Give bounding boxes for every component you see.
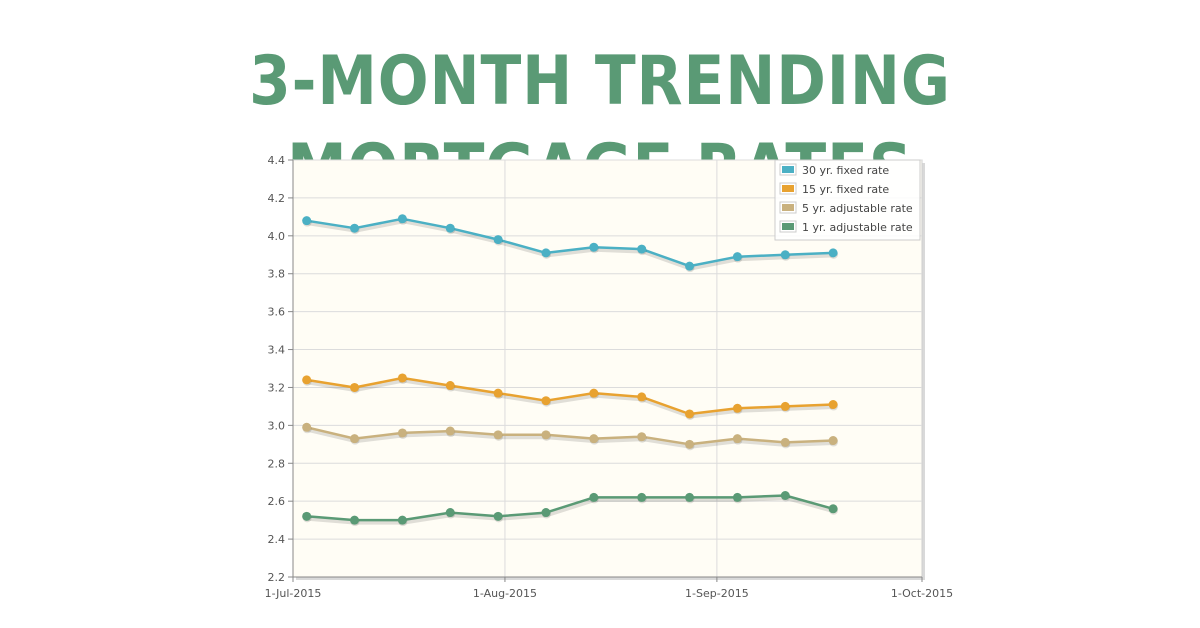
data-point	[350, 515, 360, 525]
data-point	[350, 382, 360, 392]
x-tick-label: 1-Aug-2015	[473, 587, 537, 600]
legend-swatch	[782, 223, 794, 230]
data-point	[302, 422, 312, 432]
data-point	[493, 511, 503, 521]
data-point	[493, 430, 503, 440]
y-tick-label: 4.2	[268, 192, 286, 205]
data-point	[589, 242, 599, 252]
y-tick-label: 4.0	[268, 230, 286, 243]
data-point	[493, 235, 503, 245]
series-line	[306, 217, 834, 268]
data-point	[637, 492, 647, 502]
legend-label: 1 yr. adjustable rate	[802, 221, 913, 234]
legend-swatch	[782, 185, 794, 192]
x-tick-label: 1-Oct-2015	[891, 587, 953, 600]
data-point	[685, 409, 695, 419]
data-point	[350, 434, 360, 444]
legend-swatch	[782, 166, 794, 173]
series-shadow	[307, 218, 835, 271]
data-point	[445, 508, 455, 518]
data-point	[685, 261, 695, 271]
data-point	[445, 223, 455, 233]
series-line	[306, 494, 834, 522]
data-point	[685, 439, 695, 449]
data-point	[732, 252, 742, 262]
data-point	[397, 214, 407, 224]
data-point	[780, 401, 790, 411]
data-point	[541, 396, 551, 406]
data-point	[780, 437, 790, 447]
series-shadow	[307, 495, 835, 525]
data-point	[541, 248, 551, 258]
data-point	[637, 392, 647, 402]
data-point	[302, 375, 312, 385]
y-tick-label: 3.2	[268, 381, 286, 394]
data-point	[637, 244, 647, 254]
y-tick-label: 4.4	[268, 154, 286, 167]
legend-label: 30 yr. fixed rate	[802, 164, 889, 177]
legend-label: 5 yr. adjustable rate	[802, 202, 913, 215]
data-point	[302, 511, 312, 521]
y-tick-label: 3.4	[268, 344, 286, 357]
legend-box	[774, 159, 921, 241]
data-point	[828, 504, 838, 514]
data-point	[541, 508, 551, 518]
data-point	[828, 400, 838, 410]
data-point	[828, 436, 838, 446]
y-tick-label: 2.4	[268, 533, 286, 546]
data-point	[397, 428, 407, 438]
data-point	[732, 434, 742, 444]
data-point	[350, 223, 360, 233]
x-tick-label: 1-Sep-2015	[685, 587, 749, 600]
data-point	[780, 490, 790, 500]
y-tick-label: 2.2	[268, 571, 286, 584]
data-point	[302, 216, 312, 226]
series-line	[306, 376, 834, 416]
data-point	[637, 432, 647, 442]
legend-swatch	[782, 204, 794, 211]
x-tick-label: 1-Jul-2015	[265, 587, 322, 600]
legend-label: 15 yr. fixed rate	[802, 183, 889, 196]
series-shadow	[307, 426, 835, 449]
y-tick-label: 2.8	[268, 457, 286, 470]
data-point	[445, 426, 455, 436]
data-point	[589, 388, 599, 398]
y-tick-label: 3.6	[268, 306, 286, 319]
data-point	[397, 373, 407, 383]
data-point	[685, 492, 695, 502]
series-line	[306, 426, 834, 446]
data-point	[828, 248, 838, 258]
data-point	[732, 492, 742, 502]
data-point	[589, 434, 599, 444]
data-point	[780, 250, 790, 260]
data-point	[732, 403, 742, 413]
data-point	[541, 430, 551, 440]
data-point	[589, 492, 599, 502]
data-point	[445, 381, 455, 391]
y-tick-label: 3.0	[268, 419, 286, 432]
series-shadow	[307, 377, 835, 419]
data-point	[397, 515, 407, 525]
data-point	[493, 388, 503, 398]
y-tick-label: 2.6	[268, 495, 286, 508]
y-tick-label: 3.8	[268, 268, 286, 281]
